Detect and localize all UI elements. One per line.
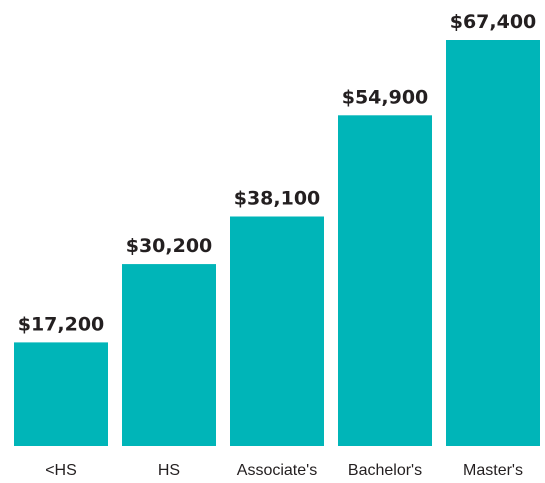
bar — [230, 216, 324, 446]
value-label: $38,100 — [234, 187, 321, 209]
category-label: HS — [158, 462, 180, 479]
bar — [446, 40, 540, 446]
category-label: Bachelor's — [348, 462, 422, 479]
category-label: <HS — [45, 462, 77, 479]
value-label: $30,200 — [126, 235, 213, 257]
category-label: Master's — [463, 462, 523, 479]
bar — [14, 342, 108, 446]
bar — [122, 264, 216, 446]
category-label: Associate's — [237, 462, 317, 479]
value-label: $67,400 — [450, 11, 537, 33]
value-label: $17,200 — [18, 313, 105, 335]
bar — [338, 115, 432, 446]
value-label: $54,900 — [342, 86, 429, 108]
